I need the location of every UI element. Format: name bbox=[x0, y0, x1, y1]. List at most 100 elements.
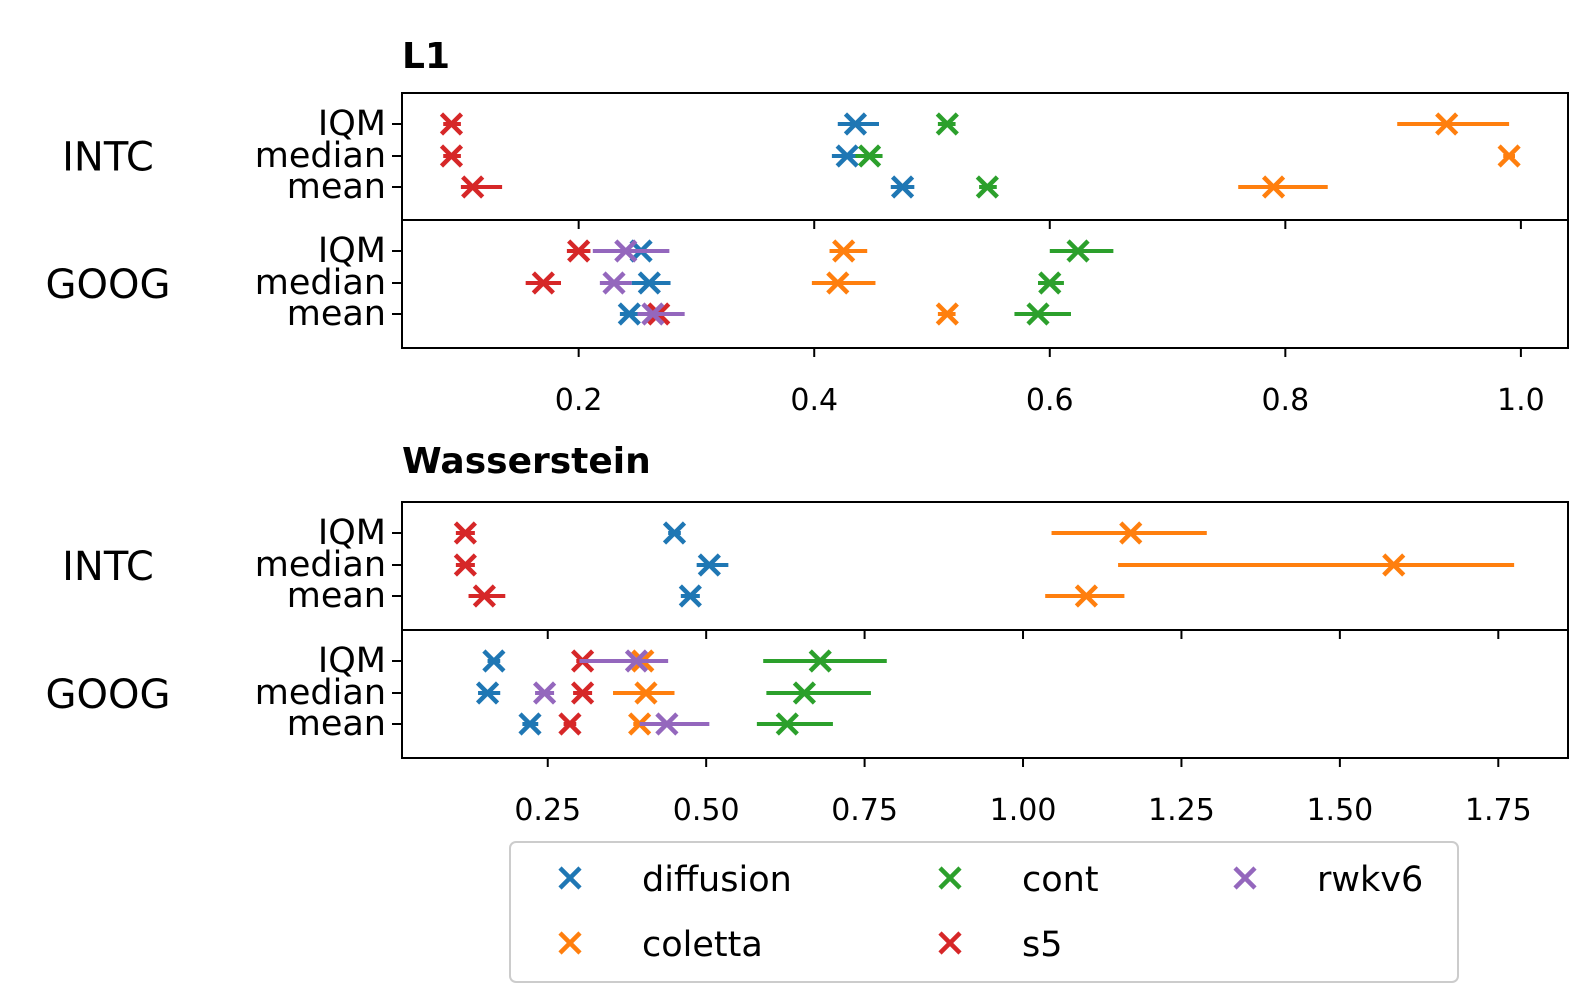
data-point bbox=[1382, 553, 1406, 577]
row-label: IQM bbox=[318, 513, 386, 553]
data-point bbox=[1497, 144, 1521, 168]
legend-entry-s5: s5 bbox=[938, 925, 1063, 965]
data-point bbox=[1038, 271, 1062, 295]
data-point bbox=[472, 584, 496, 608]
series-coletta bbox=[1238, 112, 1521, 199]
x-tick-label: 0.50 bbox=[673, 793, 740, 828]
data-point bbox=[617, 302, 641, 326]
data-point bbox=[641, 302, 665, 326]
data-point bbox=[843, 112, 868, 136]
data-point bbox=[567, 239, 591, 263]
panel-title: L1 bbox=[402, 36, 450, 77]
x-tick-label: 1.75 bbox=[1465, 793, 1532, 828]
legend-label: diffusion bbox=[642, 860, 792, 900]
data-point bbox=[832, 239, 856, 263]
series-s5 bbox=[439, 112, 503, 199]
legend-entry-coletta: coletta bbox=[558, 925, 763, 965]
series-diffusion bbox=[662, 521, 729, 608]
data-point bbox=[1026, 302, 1050, 326]
data-point bbox=[439, 144, 464, 168]
x-tick-label: 0.25 bbox=[514, 793, 581, 828]
group-label: INTC bbox=[62, 135, 154, 181]
row-label: median bbox=[255, 673, 386, 713]
data-point bbox=[1074, 584, 1098, 608]
row-label: median bbox=[255, 263, 386, 303]
row-label: IQM bbox=[318, 104, 386, 144]
series-rwkv6 bbox=[532, 649, 710, 736]
legend-label: rwkv6 bbox=[1317, 860, 1423, 900]
data-point bbox=[453, 521, 477, 545]
data-point bbox=[614, 239, 638, 263]
row-label: mean bbox=[287, 294, 386, 334]
row-label: mean bbox=[287, 704, 386, 744]
legend-entry-cont: cont bbox=[938, 860, 1099, 900]
row-label: median bbox=[255, 136, 386, 176]
x-tick-label: 0.4 bbox=[790, 383, 838, 418]
data-point bbox=[697, 553, 721, 577]
axes-frame bbox=[401, 92, 1569, 221]
legend-entry-rwkv6: rwkv6 bbox=[1233, 860, 1423, 900]
row-label: mean bbox=[287, 167, 386, 207]
x-tick-label: 0.8 bbox=[1261, 383, 1309, 418]
data-point bbox=[558, 712, 582, 736]
data-point bbox=[453, 553, 477, 577]
row-label: median bbox=[255, 545, 386, 585]
series-cont bbox=[1014, 239, 1114, 326]
data-point bbox=[890, 175, 915, 199]
data-point bbox=[775, 712, 799, 736]
x-tick-label: 1.50 bbox=[1306, 793, 1373, 828]
data-point bbox=[634, 681, 658, 705]
axes-frame bbox=[401, 219, 1569, 349]
data-point bbox=[935, 112, 959, 136]
data-point bbox=[857, 144, 882, 168]
data-point bbox=[1066, 239, 1090, 263]
data-point bbox=[678, 584, 702, 608]
data-point bbox=[624, 649, 649, 673]
series-cont bbox=[756, 649, 887, 736]
data-point bbox=[531, 271, 555, 295]
legend-marker bbox=[558, 931, 582, 955]
data-point bbox=[835, 144, 859, 168]
legend-marker bbox=[938, 931, 962, 955]
series-s5 bbox=[453, 521, 506, 608]
x-tick-label: 1.00 bbox=[990, 793, 1057, 828]
data-point bbox=[662, 521, 687, 545]
data-point bbox=[571, 681, 595, 705]
row-label: mean bbox=[287, 576, 386, 616]
x-tick-label: 1.0 bbox=[1497, 383, 1545, 418]
legend-label: cont bbox=[1022, 860, 1099, 900]
data-point bbox=[1435, 112, 1459, 136]
data-point bbox=[482, 649, 506, 673]
group-label: INTC bbox=[62, 544, 154, 590]
series-diffusion bbox=[475, 649, 542, 736]
legend-marker bbox=[1233, 866, 1257, 890]
data-point bbox=[475, 681, 500, 705]
series-cont bbox=[855, 112, 999, 199]
panel-wasserstein: WassersteinINTCIQMmedianmeanGOOGIQMmedia… bbox=[46, 441, 1569, 828]
legend-label: coletta bbox=[642, 925, 763, 965]
x-tick-label: 0.2 bbox=[555, 383, 603, 418]
data-point bbox=[792, 681, 816, 705]
data-point bbox=[532, 681, 557, 705]
panel-title: Wasserstein bbox=[402, 441, 651, 482]
data-point bbox=[461, 175, 485, 199]
data-point bbox=[602, 271, 626, 295]
x-tick-label: 0.6 bbox=[1026, 383, 1074, 418]
data-point bbox=[1119, 521, 1143, 545]
data-point bbox=[975, 175, 999, 199]
legend-frame bbox=[509, 841, 1459, 983]
group-label: GOOG bbox=[46, 672, 171, 718]
data-point bbox=[655, 712, 679, 736]
legend-marker bbox=[938, 866, 962, 890]
data-point bbox=[935, 302, 959, 326]
group-label: GOOG bbox=[46, 262, 171, 308]
data-point bbox=[1261, 175, 1286, 199]
data-point bbox=[637, 271, 661, 295]
legend-entry-diffusion: diffusion bbox=[558, 860, 792, 900]
series-s5 bbox=[558, 649, 595, 736]
series-diffusion bbox=[831, 112, 915, 199]
row-label: IQM bbox=[318, 231, 386, 271]
